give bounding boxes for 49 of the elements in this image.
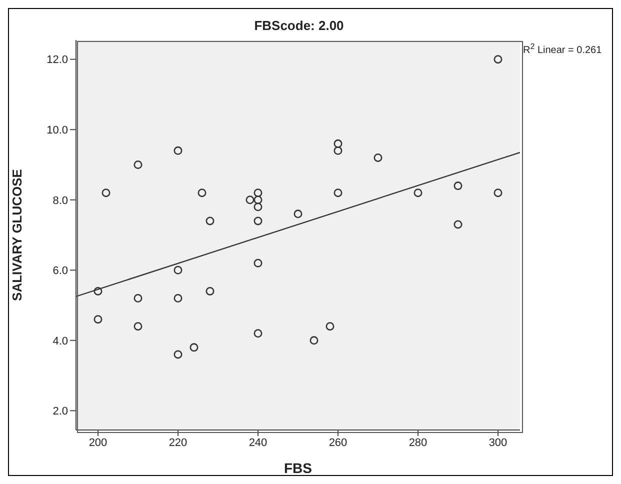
y-tick-label: 8.0 — [52, 194, 68, 207]
point — [254, 196, 262, 204]
point — [494, 188, 502, 198]
y-tick-label: 2.0 — [52, 406, 68, 418]
x-axis-title: FBS — [284, 460, 312, 476]
point — [174, 350, 182, 359]
point — [94, 286, 102, 296]
chart-title: FBScode: 2.00 — [254, 18, 344, 33]
y-tick-label: 4.0 — [52, 335, 68, 348]
point — [254, 216, 262, 226]
point — [494, 55, 502, 64]
y-tick-label: 12.0 — [46, 54, 68, 66]
x-tick-label: 260 — [328, 436, 348, 449]
text: R$^{2}$ Linear = 0.261 — [523, 42, 602, 56]
point — [254, 188, 262, 198]
point — [374, 153, 382, 162]
y-tick-label: 10.0 — [46, 124, 68, 136]
point — [94, 315, 102, 324]
point — [174, 146, 182, 155]
point — [174, 294, 182, 302]
point — [254, 202, 262, 212]
point — [254, 329, 262, 338]
point — [206, 216, 214, 226]
point — [134, 322, 142, 331]
point — [254, 258, 262, 268]
point — [414, 188, 422, 198]
x-tick-label: 200 — [88, 436, 108, 449]
point — [190, 343, 198, 352]
x-tick-label: 240 — [248, 436, 268, 449]
point — [334, 188, 342, 198]
x-tick-label: 300 — [488, 436, 508, 449]
point — [454, 220, 462, 229]
point — [246, 196, 254, 204]
y-axis-title: SALIVARY GLUCOSE — [10, 168, 25, 301]
point — [198, 188, 206, 198]
point — [102, 188, 110, 198]
y-tick-label: 6.0 — [52, 265, 68, 278]
point — [454, 182, 462, 190]
point — [334, 139, 342, 148]
point — [294, 210, 302, 218]
point — [134, 294, 142, 302]
point — [174, 266, 182, 274]
point — [334, 146, 342, 155]
x-tick-label: 220 — [168, 436, 188, 449]
point — [206, 286, 214, 296]
x-tick-label: 280 — [408, 436, 428, 449]
point — [326, 322, 334, 331]
point — [134, 160, 142, 169]
point — [310, 336, 318, 345]
